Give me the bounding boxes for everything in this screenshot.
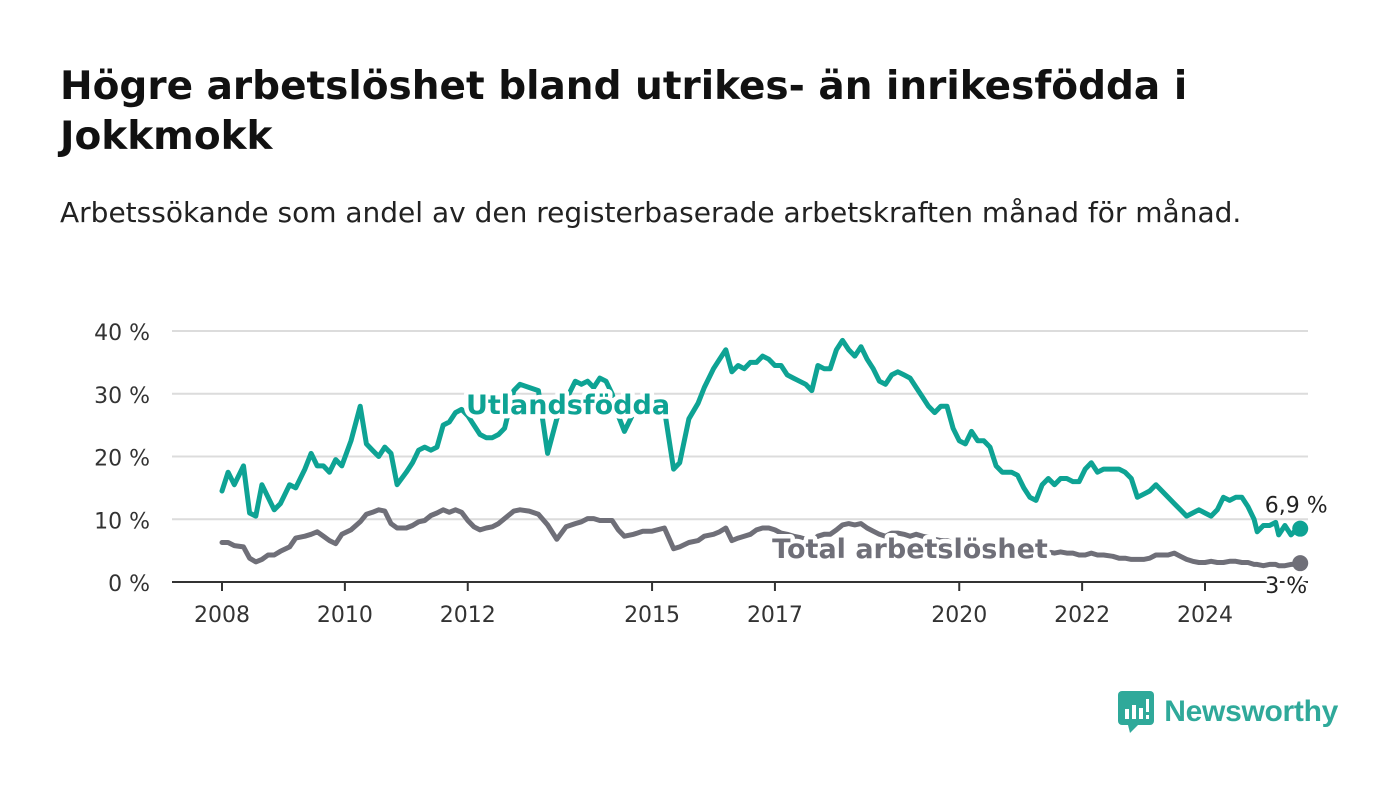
chart-subtitle: Arbetssökande som andel av den registerb… <box>60 196 1242 229</box>
chart-title: Högre arbetslöshet bland utrikes- än inr… <box>60 64 1188 159</box>
end-value-label-total-arbetsloshet: 3 % <box>1265 574 1307 599</box>
newsworthy-logo-icon <box>1118 691 1155 733</box>
y-tick-label: 0 % <box>108 572 150 597</box>
series-line-total-arbetsloshet <box>219 507 1303 569</box>
series-label-total-arbetsloshet: Total arbetslöshet <box>772 534 1048 565</box>
y-tick-label: 40 % <box>94 321 150 346</box>
end-dot-total-arbetsloshet <box>1292 555 1309 572</box>
end-value-label-utlandsfodda: 6,9 % <box>1265 494 1328 519</box>
x-tick-label: 2017 <box>747 603 803 628</box>
series-line-utlandsfodda <box>219 337 1303 538</box>
x-tick-label: 2008 <box>194 603 250 628</box>
series-label-utlandsfodda: Utlandsfödda <box>466 390 670 421</box>
end-dot-utlandsfodda <box>1292 520 1309 537</box>
y-tick-label: 20 % <box>94 447 150 472</box>
x-tick-label: 2024 <box>1177 603 1233 628</box>
brand-name: Newsworthy <box>1164 695 1338 728</box>
y-tick-label: 10 % <box>94 509 150 534</box>
newsworthy-brand: Newsworthy <box>1118 691 1338 733</box>
x-tick-label: 2015 <box>624 603 680 628</box>
x-tick-label: 2010 <box>317 603 373 628</box>
x-tick-label: 2012 <box>440 603 496 628</box>
x-tick-label: 2020 <box>931 603 987 628</box>
y-tick-label: 30 % <box>94 384 150 409</box>
line-chart: 0 % 10 % 20 % 30 % 40 % 2008 2010 2012 2015 2017 2… <box>94 321 1331 628</box>
x-tick-label: 2022 <box>1054 603 1110 628</box>
